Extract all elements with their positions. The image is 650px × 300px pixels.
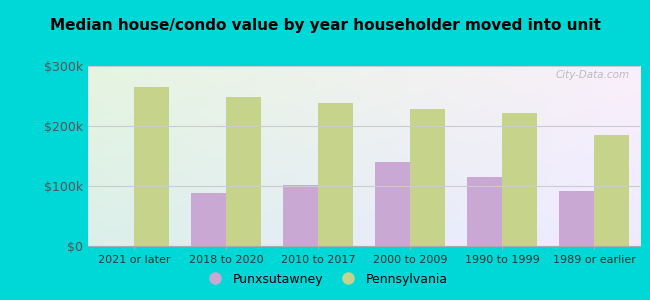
Bar: [594, 135, 629, 246]
Text: City-Data.com: City-Data.com: [555, 70, 629, 80]
Bar: [375, 162, 410, 246]
Bar: [410, 109, 445, 246]
Legend: Punxsutawney, Pennsylvania: Punxsutawney, Pennsylvania: [198, 268, 452, 291]
Bar: [502, 113, 537, 246]
Bar: [559, 191, 594, 246]
Bar: [134, 87, 169, 246]
Bar: [283, 185, 318, 246]
Bar: [226, 97, 261, 246]
Bar: [467, 177, 502, 246]
Bar: [191, 193, 226, 246]
Bar: [318, 103, 353, 246]
Text: Median house/condo value by year householder moved into unit: Median house/condo value by year househo…: [49, 18, 601, 33]
